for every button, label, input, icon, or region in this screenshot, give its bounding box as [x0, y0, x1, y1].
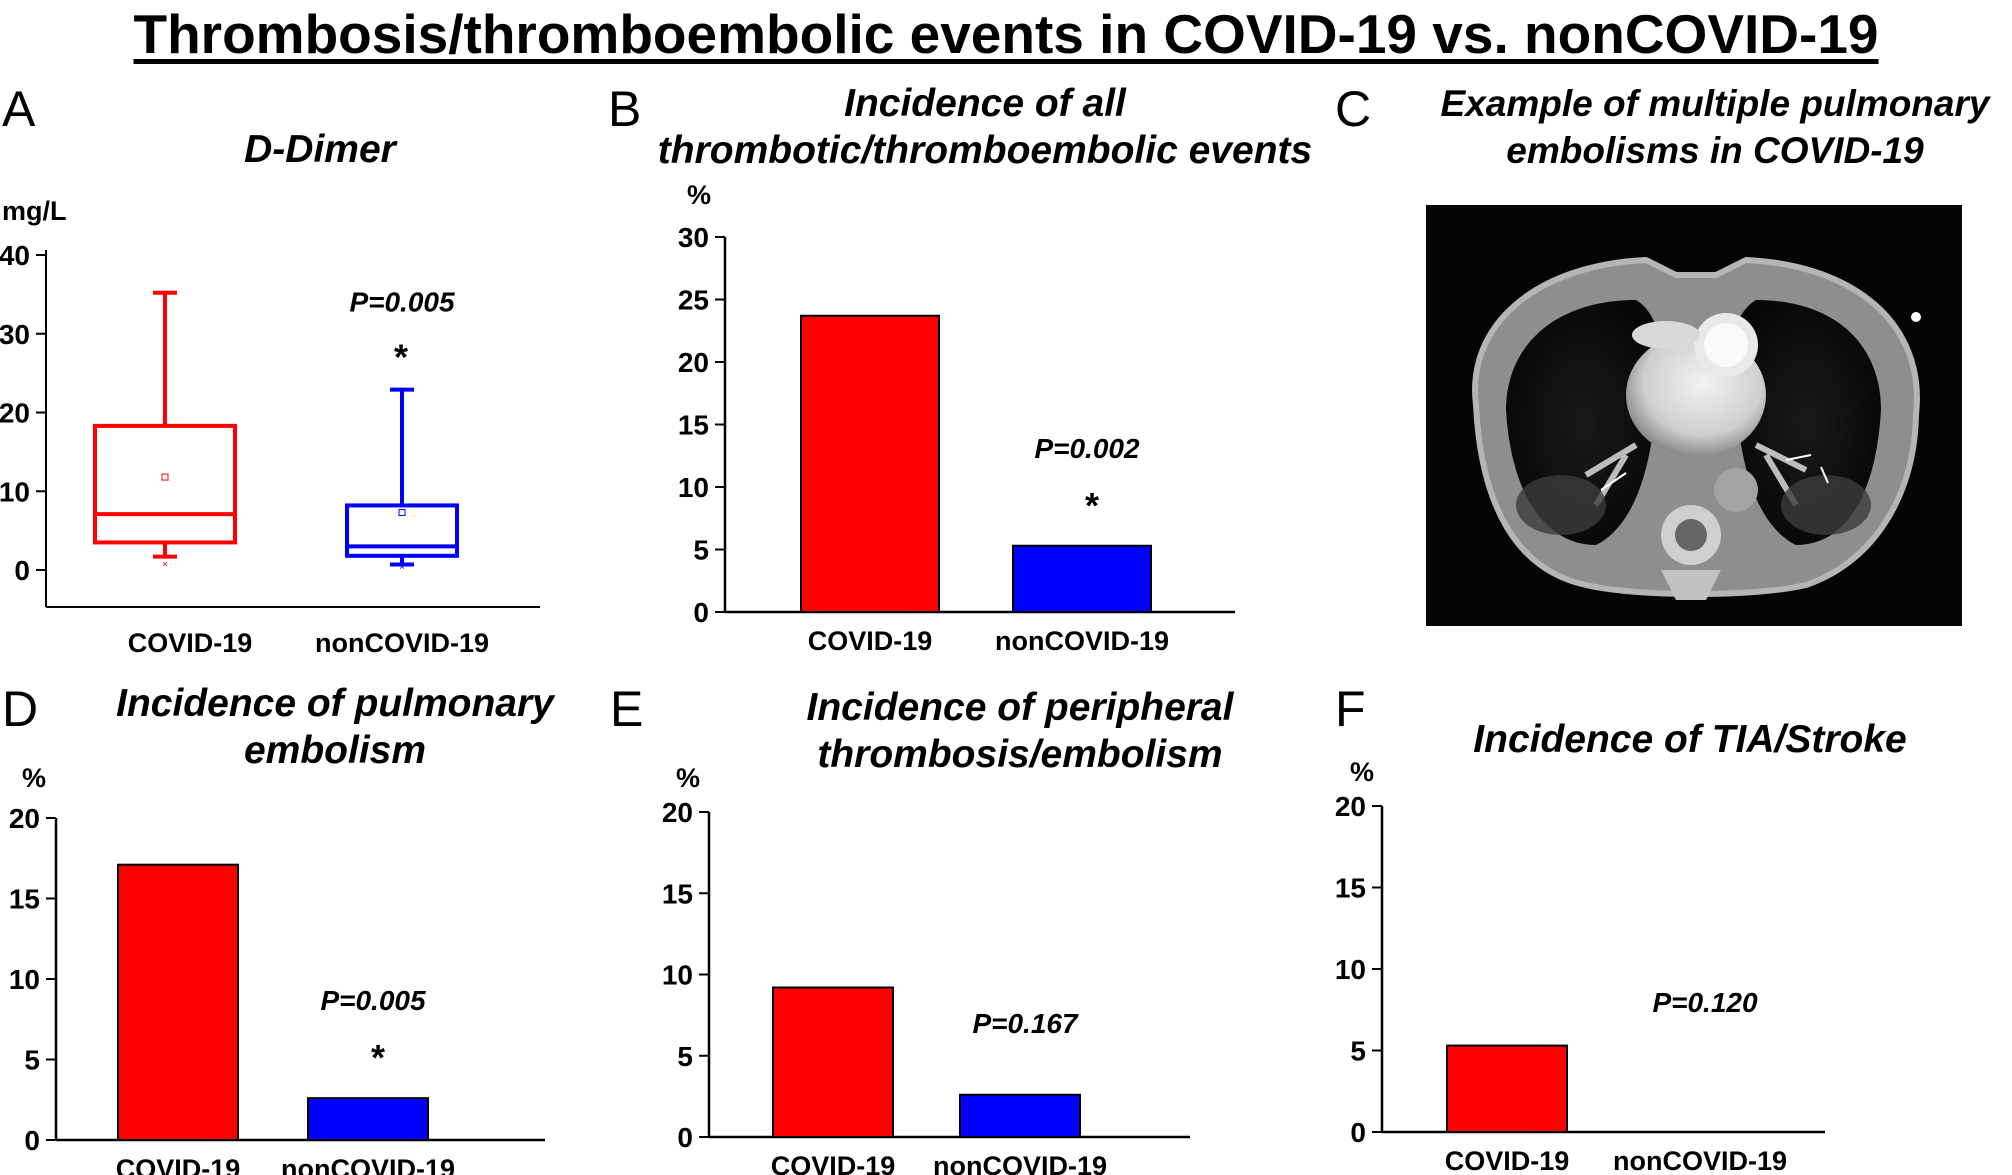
chart-d-y-tick-label: 20: [9, 803, 40, 834]
panel-d-title: Incidence of pulmonary embolism: [95, 680, 575, 774]
panel-b-title: Incidence of all thrombotic/thromboembol…: [640, 80, 1330, 174]
panel-b-unit: %: [687, 180, 712, 210]
chart-e-x-tick-label: nonCOVID-19: [933, 1151, 1107, 1175]
chart-e-bar: [959, 1093, 1081, 1138]
panel-letter-a: A: [2, 81, 36, 137]
chart-e-p-value: P=0.167: [972, 1008, 1079, 1039]
chart-d-x-tick-label: COVID-19: [116, 1154, 241, 1175]
chest-ct-scan: [1472, 256, 1921, 600]
chart-b-y-tick-label: 20: [678, 347, 709, 378]
chart-d-x-tick-label: nonCOVID-19: [281, 1154, 455, 1175]
panel-c-title-line2: embolisms in COVID-19: [1506, 130, 1924, 171]
panel-f-unit: %: [1350, 757, 1375, 787]
chart-b-y-tick-label: 5: [693, 535, 709, 566]
chart-a-box: [93, 423, 237, 545]
chart-d-y-tick-label: 15: [9, 884, 40, 915]
panel-letter-b: B: [608, 81, 642, 137]
panel-letter-c: C: [1335, 81, 1372, 137]
chart-a-mean-marker: [398, 509, 406, 517]
panel-c-title: Example of multiple pulmonary embolisms …: [1395, 80, 2012, 174]
chart-b-y-tick-label: 30: [678, 222, 709, 253]
chart-a-outlier: ×: [162, 560, 168, 571]
panel-b-title-line1: Incidence of all: [844, 82, 1126, 125]
chart-a-y-tick-label: 10: [0, 476, 30, 507]
chart-b-bar: [800, 314, 940, 613]
panel-e-unit: %: [676, 763, 701, 793]
chart-a-x-tick-label: nonCOVID-19: [315, 628, 489, 658]
panel-a-title: D-Dimer: [244, 128, 396, 171]
chart-a-y-tick-label: 40: [0, 240, 30, 271]
chart-e-y-tick-label: 15: [662, 878, 693, 909]
panel-f-title: Incidence of TIA/Stroke: [1473, 718, 1907, 761]
chart-b-x-tick-label: nonCOVID-19: [995, 626, 1169, 656]
chart-e-y-tick-label: 5: [677, 1041, 693, 1072]
chart-e-bar: [772, 986, 894, 1138]
figure-title: Thrombosis/thromboembolic events in COVI…: [133, 3, 1879, 65]
chart-d-bar: [117, 863, 239, 1141]
chart-a-significance-marker: *: [394, 337, 408, 378]
chart-f-y-tick-label: 5: [1350, 1036, 1366, 1067]
chart-f-x-tick-label: nonCOVID-19: [1613, 1146, 1787, 1175]
chart-a-mean-marker: [161, 473, 169, 481]
panel-d-title-line2: embolism: [243, 729, 427, 772]
chart-d-y-tick-label: 5: [24, 1045, 40, 1076]
chart-a-y-tick-label: 30: [0, 319, 30, 350]
panel-d-title-line1: Incidence of pulmonary: [116, 682, 554, 725]
chart-d-y-tick-label: 0: [24, 1125, 40, 1156]
chart-a-outlier: ×: [399, 562, 405, 573]
chart-b-x-tick-label: COVID-19: [808, 626, 933, 656]
panel-e-title-line2: thrombosis/embolism: [817, 733, 1223, 776]
panel-a-unit: mg/L: [2, 196, 67, 226]
chart-f-y-tick-label: 15: [1335, 873, 1366, 904]
chart-d-significance-marker: *: [371, 1037, 385, 1078]
chart-e-y-tick-label: 20: [662, 797, 693, 828]
chart-a-y-tick-label: 0: [14, 555, 30, 586]
chart-e-x-tick-label: COVID-19: [771, 1151, 896, 1175]
chart-f-y-tick-label: 10: [1335, 954, 1366, 985]
chart-b-bar: [1012, 544, 1152, 613]
panel-letter-f: F: [1335, 681, 1366, 737]
chart-d-y-tick-label: 10: [9, 964, 40, 995]
chart-b-y-tick-label: 25: [678, 285, 709, 316]
chart-b-y-tick-label: 10: [678, 472, 709, 503]
chart-b-y-tick-label: 15: [678, 410, 709, 441]
panel-letter-d: D: [2, 681, 39, 737]
panel-c-title-line1: Example of multiple pulmonary: [1440, 83, 1990, 124]
chart-f-y-tick-label: 20: [1335, 791, 1366, 822]
panel-b-title-line2: thrombotic/thromboembolic events: [657, 129, 1313, 172]
panel-d-unit: %: [22, 763, 47, 793]
chart-f-bar: [1446, 1044, 1568, 1133]
chart-f-p-value: P=0.120: [1652, 987, 1758, 1018]
chart-a-x-tick-label: COVID-19: [128, 628, 253, 658]
chart-f-y-tick-label: 0: [1350, 1117, 1366, 1148]
chart-a-y-tick-label: 20: [0, 398, 30, 429]
chart-d-bar: [307, 1097, 429, 1142]
panel-letter-e: E: [610, 681, 644, 737]
chart-e-y-tick-label: 10: [662, 960, 693, 991]
chart-e-y-tick-label: 0: [677, 1122, 693, 1153]
chart-d-p-value: P=0.005: [320, 985, 426, 1016]
chart-a-p-value: P=0.005: [349, 287, 455, 318]
chart-b-y-tick-label: 0: [693, 597, 709, 628]
panel-e-title: Incidence of peripheral thrombosis/embol…: [760, 684, 1280, 778]
ct-scan-image: [1426, 205, 1962, 626]
chart-f-x-tick-label: COVID-19: [1445, 1146, 1570, 1175]
chart-b-p-value: P=0.002: [1034, 433, 1140, 464]
chart-b-significance-marker: *: [1085, 485, 1099, 526]
panel-e-title-line1: Incidence of peripheral: [806, 686, 1234, 729]
